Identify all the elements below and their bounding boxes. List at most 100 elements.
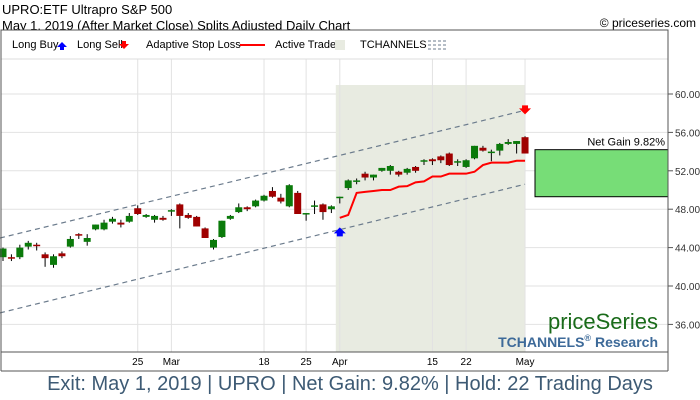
candle-body xyxy=(7,257,15,259)
chart-title: UPRO:ETF Ultrapro S&P 500 xyxy=(2,2,173,17)
candle xyxy=(243,206,251,212)
candle-body xyxy=(268,190,276,197)
candle xyxy=(260,194,268,202)
candle-body xyxy=(294,192,302,214)
long-sell-icon xyxy=(119,41,129,49)
candle-body xyxy=(75,234,83,236)
candle-body xyxy=(142,214,150,217)
candle xyxy=(16,244,24,260)
candle xyxy=(58,251,66,259)
candle-body xyxy=(327,206,335,210)
candle-body xyxy=(125,215,133,222)
copyright[interactable]: © priceseries.com xyxy=(599,16,696,30)
candle xyxy=(428,158,436,166)
x-tick-label: Mar xyxy=(163,357,181,368)
candle xyxy=(386,165,394,175)
tchannels-swatch xyxy=(428,40,446,50)
candle xyxy=(100,219,108,231)
candle xyxy=(496,142,504,156)
active-trade-shade xyxy=(335,85,526,352)
candle xyxy=(218,220,226,238)
candle-body xyxy=(454,161,462,163)
net-gain-box xyxy=(534,149,669,198)
candle-body xyxy=(176,204,184,216)
tchannels-research-logo: TCHANNELS® Research xyxy=(498,333,658,350)
candle-body xyxy=(92,224,100,230)
candle-body xyxy=(361,173,369,178)
candle-body xyxy=(243,207,251,210)
candle xyxy=(487,149,495,162)
candle-body xyxy=(521,137,529,154)
candle xyxy=(151,214,159,223)
candle-body xyxy=(428,159,436,162)
candle xyxy=(479,145,487,152)
candle-body xyxy=(260,195,268,201)
candle xyxy=(437,155,445,164)
candle xyxy=(66,236,74,248)
candle-body xyxy=(487,151,495,154)
candle-body xyxy=(167,210,175,212)
candle xyxy=(117,219,125,228)
candle-body xyxy=(41,254,49,259)
candle-body xyxy=(210,239,217,248)
candle xyxy=(504,139,512,145)
candle xyxy=(412,166,420,173)
candle xyxy=(445,152,453,166)
candle xyxy=(521,136,529,154)
legend-tchannels: TCHANNELS xyxy=(360,39,427,51)
candle xyxy=(252,199,260,208)
candle-body xyxy=(226,215,234,219)
candle-body xyxy=(117,222,125,225)
candle xyxy=(210,238,217,250)
x-tick-label: 18 xyxy=(258,357,270,368)
candle-body xyxy=(395,171,403,175)
candle xyxy=(513,141,521,154)
y-tick-label: 40.00 xyxy=(675,282,700,293)
channel-lower-line xyxy=(0,183,526,314)
x-tick-label: Apr xyxy=(332,357,348,368)
candle-body xyxy=(252,200,260,207)
candle-body xyxy=(420,160,428,162)
legend-long-buy: Long Buy xyxy=(12,39,59,51)
candle xyxy=(193,215,201,227)
candle xyxy=(167,209,175,216)
candle xyxy=(361,171,369,181)
x-tick-label: 25 xyxy=(132,357,144,368)
candle xyxy=(184,213,192,219)
candle-body xyxy=(479,147,487,151)
candle xyxy=(75,233,83,239)
candle-body xyxy=(16,247,24,258)
active-trade-swatch xyxy=(335,40,345,50)
y-tick-label: 44.00 xyxy=(675,244,700,255)
priceseries-logo: priceSeries xyxy=(548,309,658,334)
candle-body xyxy=(201,228,209,238)
candle xyxy=(268,187,276,198)
candle xyxy=(7,254,15,262)
candle-body xyxy=(386,166,394,171)
candle-body xyxy=(336,196,344,199)
candle xyxy=(369,174,377,181)
candle-body xyxy=(66,238,74,247)
stop-loss-line xyxy=(339,159,526,219)
candle xyxy=(395,170,403,177)
candle xyxy=(41,252,49,267)
net-gain-label: Net Gain 9.82% xyxy=(587,137,665,149)
candle-body xyxy=(0,248,7,258)
candle-body xyxy=(445,153,453,166)
candle xyxy=(92,224,100,231)
candle-body xyxy=(369,174,377,178)
candle-body xyxy=(100,222,108,230)
candle-body xyxy=(378,167,386,171)
candle xyxy=(420,159,428,166)
x-tick-label: 22 xyxy=(461,357,473,368)
x-tick-label: 15 xyxy=(427,357,439,368)
channel-upper-line xyxy=(0,109,526,239)
candle xyxy=(108,216,116,224)
candle-body xyxy=(50,256,58,265)
plot-frame xyxy=(0,29,669,353)
legend-long-sell: Long Sell xyxy=(77,39,123,51)
y-tick-label: 52.00 xyxy=(675,167,700,178)
y-tick-label: 36.00 xyxy=(675,320,700,331)
candle xyxy=(454,159,462,166)
